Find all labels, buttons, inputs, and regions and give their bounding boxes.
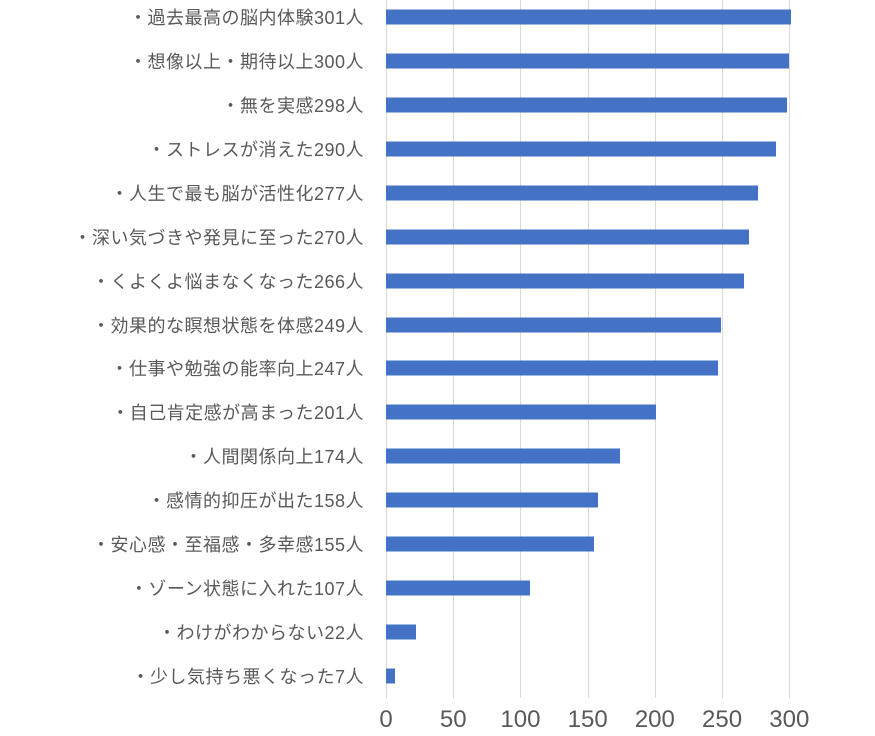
grid-line xyxy=(386,0,387,698)
x-tick-label: 250 xyxy=(702,706,743,733)
bar xyxy=(386,317,721,333)
category-label: ・少し気持ち悪くなった7人 xyxy=(131,667,364,688)
category-label: ・効果的な瞑想状態を体感249人 xyxy=(91,315,364,336)
x-axis: 0 50 100 150 200 250 300 xyxy=(0,706,875,736)
x-tick-label: 50 xyxy=(439,706,467,733)
category-label: ・感情的抑圧が出た158人 xyxy=(147,491,364,512)
category-label: ・ストレスが消えた290人 xyxy=(147,139,364,160)
grid-line xyxy=(722,0,724,698)
bar xyxy=(386,404,657,420)
bar-row xyxy=(386,566,835,610)
bar xyxy=(386,53,790,69)
category-label: ・安心感・至福感・多幸感155人 xyxy=(91,535,364,556)
bar xyxy=(386,668,396,684)
plot-area xyxy=(386,0,835,698)
bar-row xyxy=(386,347,835,391)
x-tick-label: 150 xyxy=(567,706,608,733)
bar-row xyxy=(386,39,835,83)
category-label: ・わけがわからない22人 xyxy=(157,623,364,644)
bar xyxy=(386,9,791,25)
category-label: ・ゾーン状態に入れた107人 xyxy=(129,579,364,600)
bar-row xyxy=(386,522,835,566)
bar xyxy=(386,185,759,201)
x-tick-label: 0 xyxy=(379,706,393,733)
bar-row xyxy=(386,303,835,347)
bar xyxy=(386,624,416,640)
category-label: ・自己肯定感が高まった201人 xyxy=(111,403,364,424)
bar-row xyxy=(386,434,835,478)
grid-line xyxy=(520,0,522,698)
bar xyxy=(386,360,719,376)
x-tick-label: 200 xyxy=(634,706,675,733)
grid-line xyxy=(654,0,656,698)
bar xyxy=(386,97,787,113)
bar xyxy=(386,580,530,596)
bar-row xyxy=(386,127,835,171)
bar xyxy=(386,536,595,552)
bar-row xyxy=(386,0,835,39)
bar-row xyxy=(386,390,835,434)
bars-layer xyxy=(386,0,835,698)
category-label: ・人間関係向上174人 xyxy=(184,447,364,468)
bar xyxy=(386,229,749,245)
bar-row xyxy=(386,215,835,259)
category-label: ・人生で最も脳が活性化277人 xyxy=(110,183,364,204)
category-label: ・無を実感298人 xyxy=(221,95,364,116)
category-label: ・深い気づきや発見に至った270人 xyxy=(73,227,364,248)
category-label: ・過去最高の脳内体験301人 xyxy=(128,7,364,28)
category-labels: ・過去最高の脳内体験301人 ・想像以上・期待以上300人・無を実感298人・スト… xyxy=(0,0,364,698)
category-label: ・仕事や勉強の能率向上247人 xyxy=(110,359,364,380)
bar-row xyxy=(386,654,835,698)
grid-line xyxy=(587,0,589,698)
category-label: ・くよくよ悩まなくなった266人 xyxy=(91,271,364,292)
x-tick-label: 100 xyxy=(500,706,541,733)
grid-line xyxy=(453,0,455,698)
bar-row xyxy=(386,259,835,303)
x-tick-label: 300 xyxy=(769,706,810,733)
category-label: ・想像以上・期待以上300人 xyxy=(128,51,364,72)
bar xyxy=(386,273,744,289)
bar-row xyxy=(386,83,835,127)
bar xyxy=(386,141,776,157)
bar-row xyxy=(386,610,835,654)
bar xyxy=(386,492,599,508)
bar-row xyxy=(386,478,835,522)
bar-row xyxy=(386,171,835,215)
bar xyxy=(386,448,620,464)
grid-line xyxy=(789,0,791,698)
